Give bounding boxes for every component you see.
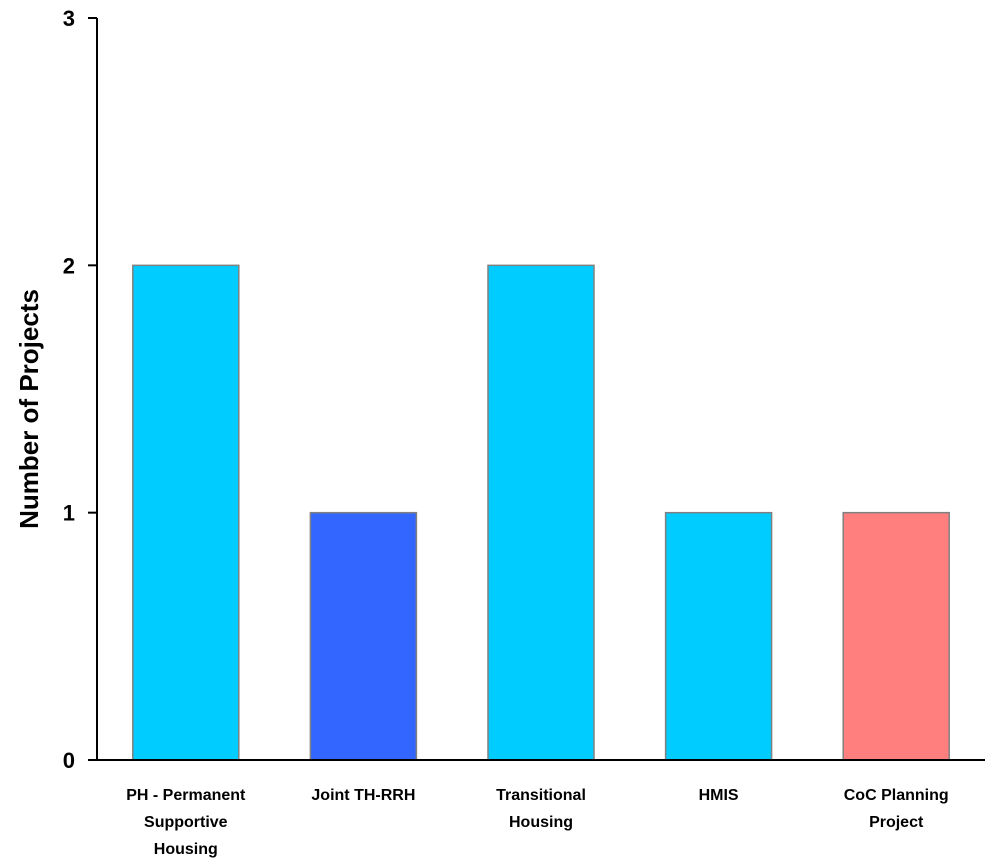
x-category-label: HMIS <box>699 787 739 804</box>
y-tick-label: 3 <box>63 6 75 31</box>
bar <box>664 511 773 761</box>
y-tick-label: 1 <box>63 501 75 526</box>
x-category-label: Transitional Housing <box>496 787 586 831</box>
x-category-label: PH - Permanent Supportive Housing <box>126 787 246 858</box>
y-axis-title: Number of Projects <box>14 289 44 529</box>
y-tick-label: 2 <box>63 253 75 278</box>
y-tick-label: 0 <box>63 748 75 773</box>
y-axis: 0 1 2 3 <box>63 6 98 773</box>
bar <box>842 511 950 761</box>
bar <box>309 511 418 761</box>
x-category-label: CoC Planning Project <box>844 787 949 831</box>
bars <box>132 264 950 761</box>
bar <box>132 264 240 761</box>
bar <box>487 264 595 761</box>
x-category-label: Joint TH-RRH <box>311 787 415 804</box>
x-axis: PH - Permanent Supportive Housing Joint TH-… <box>97 759 985 858</box>
